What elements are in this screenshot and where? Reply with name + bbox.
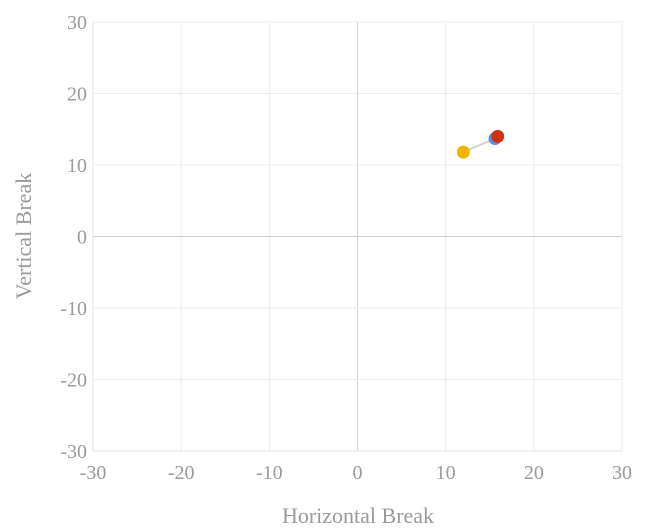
y-tick-label: 20 bbox=[67, 84, 87, 106]
grid bbox=[92, 21, 623, 452]
x-tick-label: 10 bbox=[436, 462, 456, 484]
y-axis-title: Vertical Break bbox=[11, 173, 36, 299]
x-tick-label: 30 bbox=[612, 462, 632, 484]
x-tick-label: -30 bbox=[80, 462, 107, 484]
y-tick-label: -10 bbox=[60, 298, 87, 320]
x-tick-label: 0 bbox=[353, 462, 363, 484]
data-point bbox=[456, 145, 470, 159]
y-tick-label: 30 bbox=[67, 12, 87, 34]
y-tick-label: -30 bbox=[60, 441, 87, 463]
x-tick-label: 20 bbox=[524, 462, 544, 484]
x-tick-label: -10 bbox=[256, 462, 283, 484]
data-points bbox=[456, 129, 505, 159]
y-tick-label: -20 bbox=[60, 370, 87, 392]
x-axis-title: Horizontal Break bbox=[282, 503, 434, 528]
y-tick-label: 10 bbox=[67, 155, 87, 177]
tick-labels: -30 -20 -10 0 10 20 30 -30 -20 -10 0 10 20 30 bbox=[60, 12, 632, 484]
y-tick-label: 0 bbox=[77, 227, 87, 249]
x-tick-label: -20 bbox=[168, 462, 195, 484]
data-point bbox=[491, 129, 505, 143]
